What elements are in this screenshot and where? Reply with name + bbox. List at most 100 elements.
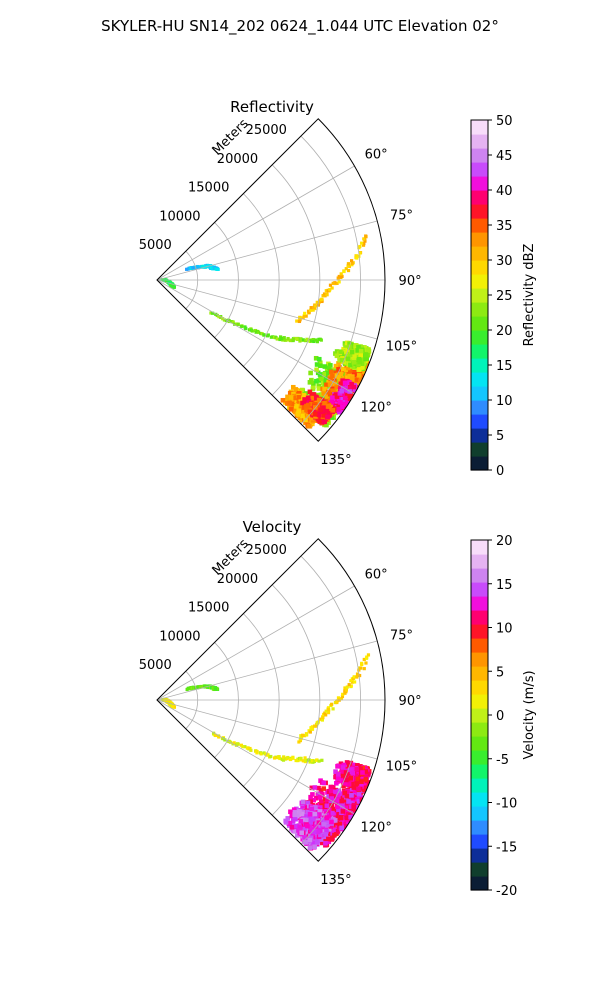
colorbar-segment [471, 876, 488, 891]
colorbar-segment [471, 624, 488, 639]
colorbar-segment [471, 204, 488, 219]
colorbar-segment [471, 568, 488, 583]
colorbar-segment [471, 302, 488, 317]
colorbar-tick-label: -20 [496, 884, 517, 899]
colorbar-tick-label: 50 [496, 114, 513, 129]
colorbar-tick-label: 0 [496, 709, 504, 724]
colorbar-segment [471, 750, 488, 765]
azimuth-spoke [156, 640, 378, 701]
colorbar-tick-label: -15 [496, 840, 517, 855]
colorbar-tick-label: 40 [496, 184, 513, 199]
colorbar-segment [471, 806, 488, 821]
azimuth-tick-label: 120° [361, 401, 392, 416]
azimuth-tick-label: 75° [390, 208, 413, 223]
colorbar-segment [471, 260, 488, 275]
colorbar-segment [471, 120, 488, 135]
sector-frame [156, 118, 386, 442]
colorbar-tick-label: 0 [496, 464, 504, 479]
colorbar-segment [471, 246, 488, 261]
colorbar-segment [471, 288, 488, 303]
colorbar-segment [471, 778, 488, 793]
radial-tick-label: 25000 [246, 123, 287, 138]
colorbar-segment [471, 442, 488, 457]
azimuth-tick-label: 75° [390, 628, 413, 643]
colorbar-segment [471, 428, 488, 443]
azimuth-tick-label: 135° [320, 453, 351, 468]
colorbar-segment [471, 582, 488, 597]
colorbar-tick-label: -5 [496, 753, 509, 768]
figure-title: SKYLER-HU SN14_202 0624_1.044 UTC Elevat… [101, 17, 499, 36]
echo-layer [160, 234, 372, 429]
azimuth-spoke [156, 220, 378, 281]
colorbar-segment [471, 148, 488, 163]
colorbar-tick-label: -10 [496, 797, 517, 812]
colorbar-tick-label: 10 [496, 622, 513, 637]
azimuth-spoke [156, 279, 378, 340]
colorbar-tick-label: 25 [496, 289, 513, 304]
colorbar-segment [471, 400, 488, 415]
radial-tick-label: 10000 [159, 629, 200, 644]
radial-tick-label: 20000 [217, 572, 258, 587]
colorbar-segment [471, 680, 488, 695]
colorbar-segment [471, 414, 488, 429]
colorbar-segment [471, 638, 488, 653]
echo-region [300, 389, 337, 426]
colorbar-segment [471, 232, 488, 247]
colorbar-segment [471, 554, 488, 569]
echo-region [333, 760, 372, 793]
colorbar-segment [471, 596, 488, 611]
azimuth-tick-label: 105° [386, 760, 417, 775]
echo-line [185, 263, 220, 271]
azimuth-spoke [156, 699, 378, 760]
colorbar-segment [471, 358, 488, 373]
echo-line [295, 234, 368, 324]
azimuth-tick-label: 120° [361, 821, 392, 836]
radial-tick-label: 25000 [246, 543, 287, 558]
azimuth-tick-label: 60° [365, 567, 388, 582]
colorbar-tick-label: 30 [496, 254, 513, 269]
colorbar-segment [471, 344, 488, 359]
colorbar-segment [471, 134, 488, 149]
echo-region [327, 378, 359, 415]
colorbar-segment [471, 736, 488, 751]
azimuth-tick-label: 105° [386, 340, 417, 355]
colorbar-segment [471, 694, 488, 709]
azimuth-tick-label: 60° [365, 147, 388, 162]
colorbar-segment [471, 386, 488, 401]
sector-frame [156, 538, 386, 862]
colorbar-tick-label: 45 [496, 149, 513, 164]
azimuth-spoke [156, 279, 355, 395]
colorbar-label: Velocity (m/s) [522, 670, 537, 759]
colorbar-tick-label: 5 [496, 429, 504, 444]
colorbar-segment [471, 274, 488, 289]
azimuth-tick-label: 135° [320, 873, 351, 888]
echo-layer [161, 653, 372, 851]
echo-region [283, 799, 338, 851]
colorbar-tick-label: 20 [496, 534, 513, 549]
colorbar-segment [471, 862, 488, 877]
azimuth-spoke [156, 585, 355, 701]
colorbar-segment [471, 848, 488, 863]
colorbar-segment [471, 330, 488, 345]
reflectivity-panel: Reflectivity500010000150002000025000Mete… [139, 98, 537, 479]
polar-grid [156, 135, 385, 442]
colorbar-segment [471, 708, 488, 723]
colorbar-tick-label: 5 [496, 665, 504, 680]
colorbar-segment [471, 540, 488, 555]
colorbar-segment [471, 792, 488, 807]
colorbar-segment [471, 764, 488, 779]
colorbar-segment [471, 218, 488, 233]
colorbar-segment [471, 372, 488, 387]
colorbar: -20 -15 -10 -5 0 5 10 15 20 Velocity (m/s) [470, 534, 537, 899]
colorbar-label: Reflectivity dBZ [522, 244, 537, 347]
colorbar-segment [471, 316, 488, 331]
colorbar: 0 5 10 15 20 25 30 35 40 45 50 Reflectivity dBZ [470, 114, 537, 479]
colorbar-segment [471, 820, 488, 835]
colorbar-segment [471, 176, 488, 191]
colorbar-segment [471, 162, 488, 177]
azimuth-spoke [156, 699, 355, 815]
echo-line [297, 653, 371, 744]
colorbar-segment [471, 190, 488, 205]
